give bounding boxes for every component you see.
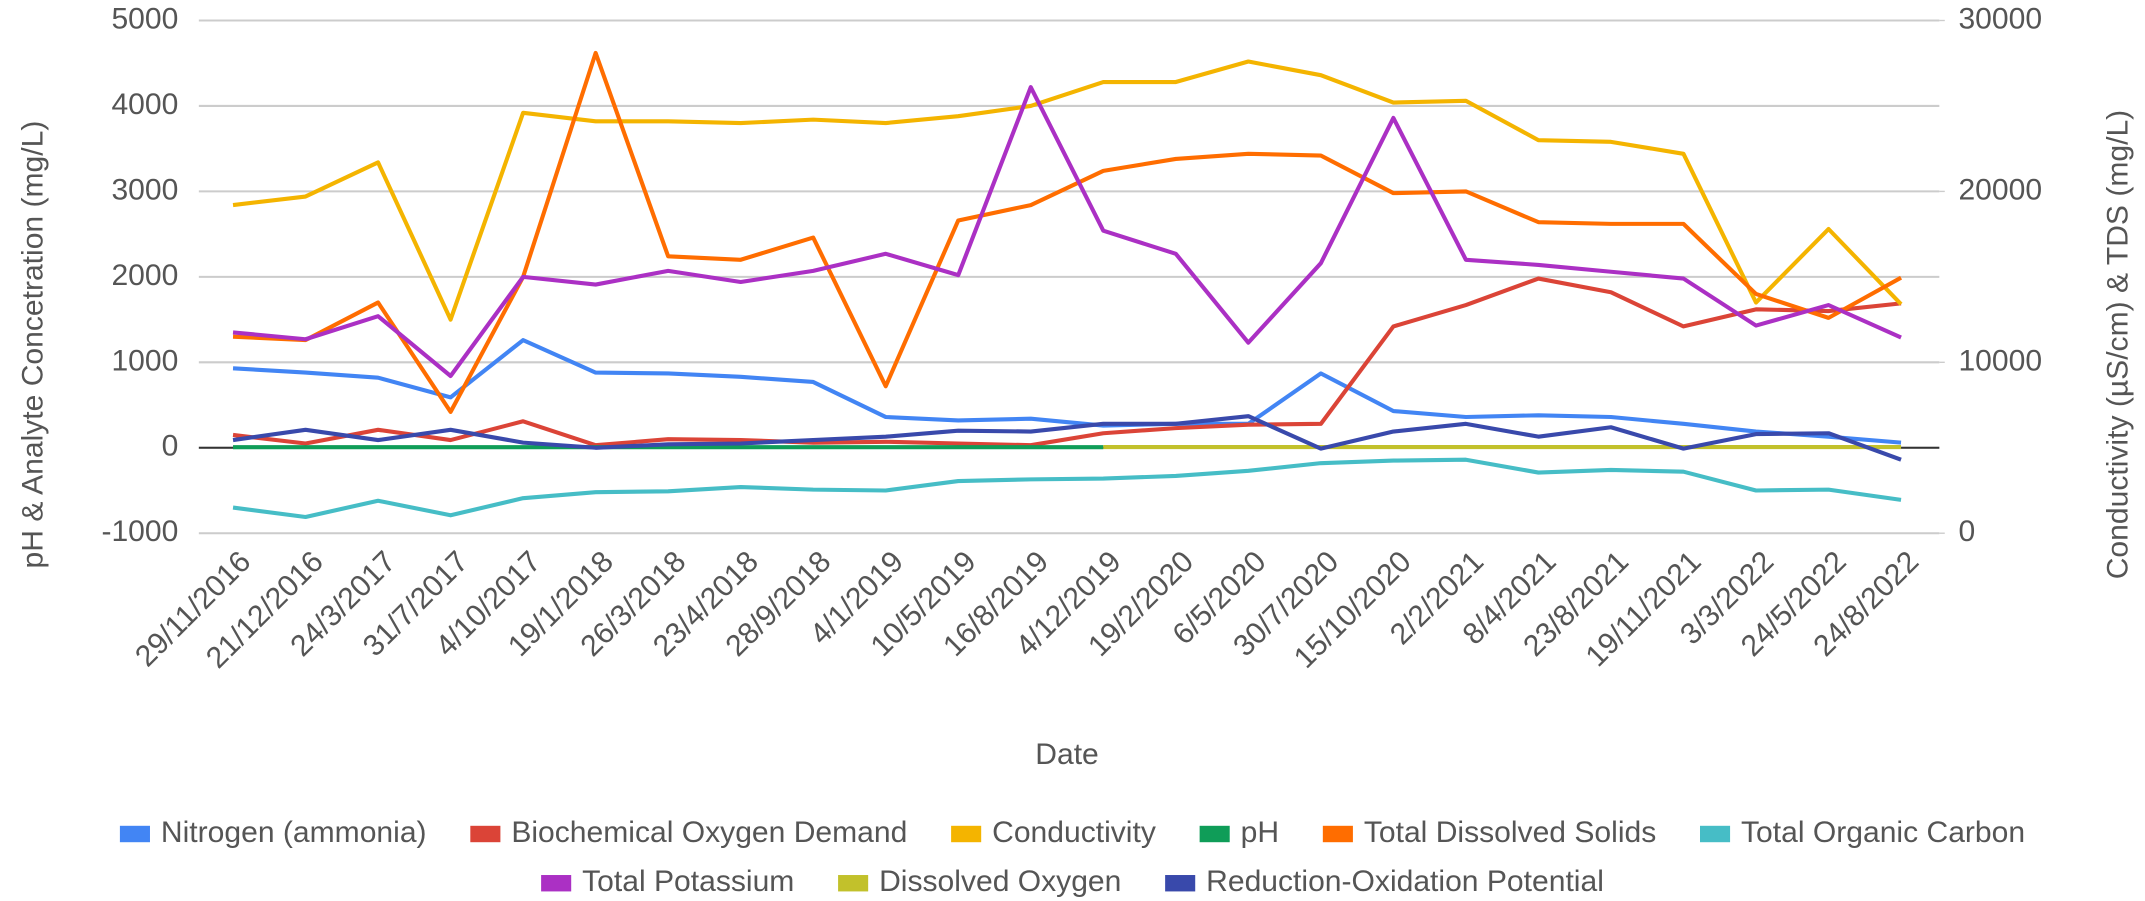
legend-swatch xyxy=(1700,825,1731,843)
series-line xyxy=(232,338,1902,445)
y2-axis-title: Conductivity (µS/cm) & TDS (mg/L) xyxy=(2102,110,2135,579)
y-tick-label: -1000 xyxy=(101,515,178,548)
legend-swatch xyxy=(119,825,150,843)
legend-label: Nitrogen (ammonia) xyxy=(161,816,427,849)
legend-label: Biochemical Oxygen Demand xyxy=(511,816,907,849)
legend-label: Conductivity xyxy=(992,816,1156,849)
x-axis-title: Date xyxy=(1035,738,1099,771)
series-line xyxy=(232,85,1902,379)
y-tick-label: 4000 xyxy=(111,88,178,121)
legend-label: Dissolved Oxygen xyxy=(879,865,1121,898)
legend-swatch xyxy=(541,875,572,892)
legend-swatch xyxy=(1199,825,1230,843)
y2-tick-label: 30000 xyxy=(1958,2,2042,35)
y-tick-label: 1000 xyxy=(111,344,178,377)
legend-swatch xyxy=(838,875,869,892)
y-axis-title: pH & Analyte Concetration (mg/L) xyxy=(17,121,50,569)
series-line xyxy=(232,59,1903,322)
y-tick-label: 0 xyxy=(162,430,179,463)
series-line xyxy=(232,276,1902,448)
series-line xyxy=(232,414,1902,462)
y-tick-label: 2000 xyxy=(111,259,178,292)
legend-label: Total Potassium xyxy=(582,865,794,898)
y-tick-label: 3000 xyxy=(111,173,178,206)
legend-swatch xyxy=(470,825,501,843)
y2-tick-label: 0 xyxy=(1958,515,1975,548)
legend-swatch xyxy=(951,825,982,843)
legend-label: Reduction-Oxidation Potential xyxy=(1206,865,1604,898)
legend-swatch xyxy=(1322,825,1353,843)
y2-tick-label: 20000 xyxy=(1958,173,2042,206)
legend-label: pH xyxy=(1241,816,1279,849)
series-line xyxy=(232,457,1902,520)
y-tick-label: 5000 xyxy=(111,2,178,35)
legend-label: Total Dissolved Solids xyxy=(1364,816,1656,849)
legend-label: Total Organic Carbon xyxy=(1741,816,2025,849)
y2-tick-label: 10000 xyxy=(1958,344,2042,377)
legend-swatch xyxy=(1165,875,1196,892)
series-line xyxy=(232,50,1903,414)
